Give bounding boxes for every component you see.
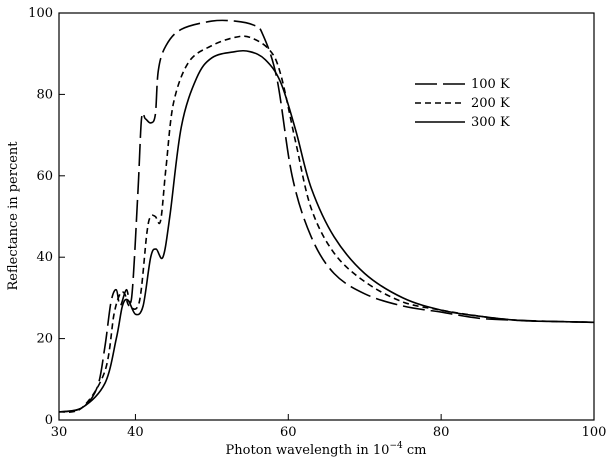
legend-label-3: 300 K [471, 115, 510, 130]
y-tick-label: 40 [36, 250, 53, 265]
x-tick-label: 80 [433, 425, 450, 440]
y-tick-label: 60 [36, 169, 53, 184]
y-tick-label: 20 [36, 332, 53, 347]
series-layer [59, 20, 594, 412]
y-axis-label: Reflectance in percent [6, 141, 21, 291]
y-tick-label: 100 [28, 6, 53, 21]
legend-label-1: 100 K [471, 77, 510, 92]
x-tick-label: 60 [280, 425, 297, 440]
x-tick-label: 100 [582, 425, 607, 440]
series-line-3 [59, 51, 594, 412]
x-tick-label: 30 [51, 425, 68, 440]
x-axis-label-suffix: cm [403, 443, 427, 458]
x-axis-label-exponent: −4 [389, 441, 403, 451]
series-line-1 [59, 20, 594, 412]
x-axis-label: Photon wavelength in 10−4 cm [226, 441, 427, 458]
plot-frame [59, 13, 594, 420]
x-axis-label-prefix: Photon wavelength in 10 [226, 443, 390, 458]
legend: 100 K 200 K 300 K [415, 77, 510, 130]
legend-label-2: 200 K [471, 96, 510, 111]
axis-ticks: 30 40 60 80 100 0 20 40 60 80 100 [28, 6, 606, 440]
y-tick-label: 0 [45, 413, 53, 428]
x-tick-label: 40 [127, 425, 144, 440]
y-tick-label: 80 [36, 87, 53, 102]
